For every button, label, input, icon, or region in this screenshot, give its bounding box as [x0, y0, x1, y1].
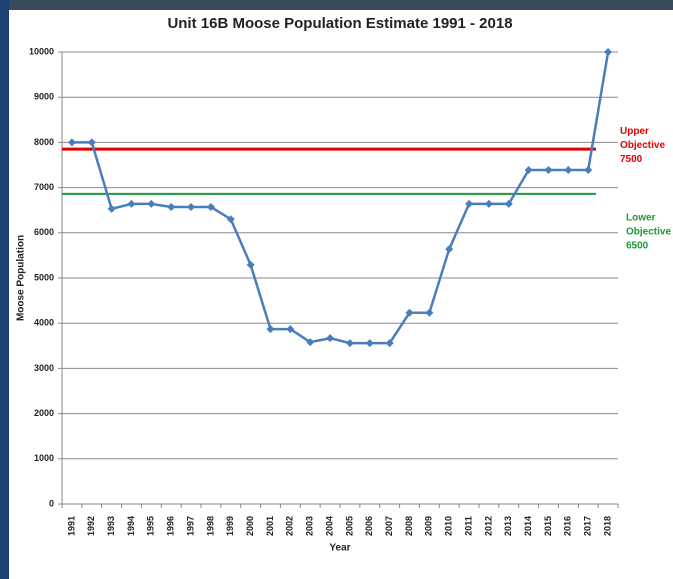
data-point [206, 203, 215, 212]
data-point [246, 260, 255, 269]
data-point [127, 199, 136, 208]
x-tick-label: 1994 [126, 516, 136, 536]
data-point [226, 215, 235, 224]
y-tick-label: 3000 [34, 363, 54, 373]
x-tick-label: 2008 [404, 516, 414, 536]
x-tick-label: 1992 [86, 516, 96, 536]
x-tick-label: 1998 [205, 516, 215, 536]
data-point [365, 339, 374, 348]
x-tick-label: 2014 [523, 516, 533, 536]
data-point [87, 138, 96, 147]
x-tick-label: 2005 [344, 516, 354, 536]
x-tick-label: 2007 [384, 516, 394, 536]
objective-label: Lower [626, 213, 656, 224]
data-point [584, 165, 593, 174]
x-tick-label: 2001 [265, 516, 275, 536]
data-point [187, 203, 196, 212]
y-tick-label: 9000 [34, 92, 54, 102]
data-point [286, 325, 295, 334]
objective-label: Upper [620, 126, 649, 137]
data-point [564, 165, 573, 174]
data-point [107, 204, 116, 213]
y-tick-label: 5000 [34, 272, 54, 282]
x-tick-label: 2016 [563, 516, 573, 536]
x-tick-label: 2003 [305, 516, 315, 536]
data-point [604, 48, 613, 56]
y-tick-label: 6000 [34, 227, 54, 237]
y-tick-label: 0 [49, 498, 54, 508]
objective-label: 6500 [626, 241, 649, 252]
x-tick-label: 2012 [483, 516, 493, 536]
data-point [167, 203, 176, 212]
y-tick-label: 4000 [34, 318, 54, 328]
x-tick-label: 1996 [166, 516, 176, 536]
y-tick-label: 8000 [34, 137, 54, 147]
data-point [524, 165, 533, 174]
x-tick-label: 2000 [245, 516, 255, 536]
data-point [405, 308, 414, 317]
top-strip [0, 0, 673, 10]
data-point [385, 339, 394, 348]
x-tick-label: 2017 [583, 516, 593, 536]
data-point [67, 138, 76, 147]
data-point [504, 199, 513, 208]
x-tick-label: 2002 [285, 516, 295, 536]
y-tick-label: 10000 [29, 46, 54, 56]
chart-title: Unit 16B Moose Population Estimate 1991 … [167, 15, 512, 32]
data-point [147, 199, 156, 208]
left-strip [0, 0, 9, 579]
data-point [425, 308, 434, 317]
x-tick-label: 1999 [225, 516, 235, 536]
objective-label: 7500 [620, 154, 643, 165]
x-tick-label: 2006 [364, 516, 374, 536]
data-point [544, 165, 553, 174]
data-point [345, 339, 354, 348]
data-point [484, 199, 493, 208]
y-tick-label: 7000 [34, 182, 54, 192]
x-tick-label: 1995 [146, 516, 156, 536]
data-point [266, 325, 275, 334]
x-axis-label: Year [329, 543, 350, 554]
y-tick-label: 1000 [34, 453, 54, 463]
x-tick-label: 1993 [106, 516, 116, 536]
data-point [465, 199, 474, 208]
x-tick-label: 2015 [543, 516, 553, 536]
data-point [445, 245, 454, 254]
x-tick-label: 2011 [463, 516, 473, 536]
data-point [326, 334, 335, 343]
y-tick-label: 2000 [34, 408, 54, 418]
objective-label: Objective [620, 140, 665, 151]
x-tick-label: 2013 [503, 516, 513, 536]
x-tick-label: 2018 [602, 516, 612, 536]
objective-label: Objective [626, 227, 671, 238]
x-tick-label: 1997 [185, 516, 195, 536]
x-tick-label: 2004 [324, 516, 334, 536]
x-tick-label: 2010 [444, 516, 454, 536]
y-axis-label: Moose Population [16, 235, 27, 321]
x-tick-label: 1991 [66, 516, 76, 536]
x-tick-label: 2009 [424, 516, 434, 536]
data-point [306, 338, 315, 347]
series-line [71, 51, 610, 345]
